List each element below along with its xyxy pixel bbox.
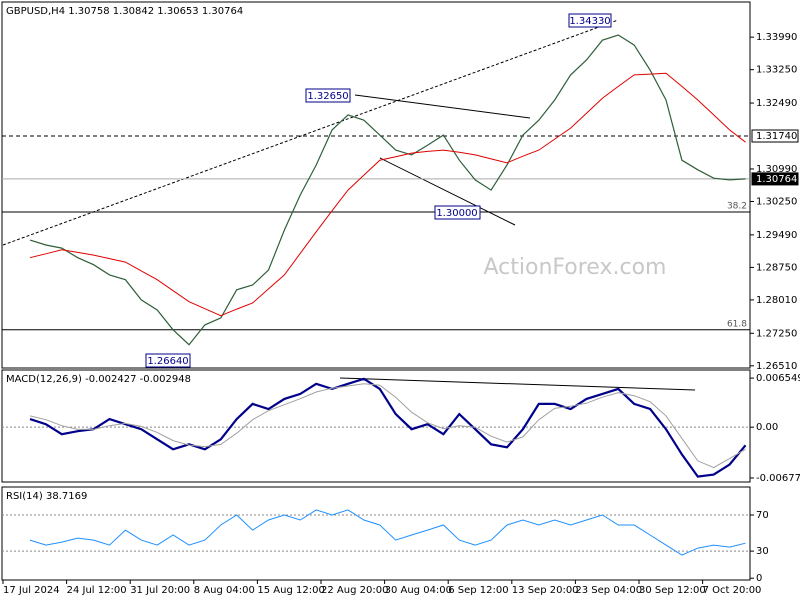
trend-line <box>379 157 516 226</box>
series-line <box>29 72 746 317</box>
panel-title: GBPUSD,H4 1.30758 1.30842 1.30653 1.3076… <box>6 6 243 17</box>
x-tick-label: 22 Aug 20:00 <box>321 585 388 596</box>
watermark: ActionForex.com <box>484 255 667 280</box>
annotation-box <box>568 13 612 28</box>
y-tick-label: 30 <box>756 546 769 557</box>
trend-line <box>354 94 531 119</box>
annotation: 1.34330 <box>569 16 610 27</box>
y-tick-label: 1.28010 <box>756 295 797 306</box>
x-tick-label: 31 Jul 20:00 <box>130 585 190 596</box>
y-tick-label: 1.30990 <box>756 164 797 175</box>
y-tick-label: 1.27250 <box>756 328 797 339</box>
y-tick-label: 1.30250 <box>756 196 797 207</box>
x-tick-label: 13 Sep 20:00 <box>512 585 579 596</box>
series-line <box>29 34 746 346</box>
panel-frame <box>1 486 751 581</box>
series-line <box>29 377 747 478</box>
level-label: 38.2 <box>727 202 747 212</box>
y-tick-label: 1.33250 <box>756 65 797 76</box>
trend-line <box>2 19 619 246</box>
x-tick-label: 17 Jul 2024 <box>3 585 60 596</box>
annotation: 1.30000 <box>436 208 477 219</box>
y-tick-label: 1.28750 <box>756 262 797 273</box>
y-tick-label: 0.006549 <box>756 373 800 384</box>
y-tick-label: -0.006778 <box>756 473 800 484</box>
x-tick-label: 30 Aug 04:00 <box>385 585 452 596</box>
x-tick-label: 23 Sep 04:00 <box>575 585 642 596</box>
panel-title: MACD(12,26,9) -0.002427 -0.002948 <box>6 374 191 385</box>
y-tick-label: 1.33990 <box>756 32 797 43</box>
y-tick-label: 0.00 <box>756 422 778 433</box>
annotation-box <box>305 88 351 103</box>
level-label: 61.8 <box>727 319 747 329</box>
trend-line <box>339 377 696 391</box>
level-tag <box>751 172 799 186</box>
x-tick-label: 7 Oct 20:00 <box>703 585 762 596</box>
panel-title: RSI(14) 38.7169 <box>6 491 87 502</box>
series-line <box>29 509 746 556</box>
x-tick-label: 15 Aug 12:00 <box>257 585 324 596</box>
y-tick-label: 1.29490 <box>756 230 797 241</box>
panel-frame <box>1 369 751 483</box>
x-tick-label: 24 Jul 12:00 <box>67 585 127 596</box>
y-tick-label: 1.26510 <box>756 361 797 372</box>
y-tick-label: 70 <box>756 510 769 521</box>
x-tick-label: 8 Aug 04:00 <box>194 585 255 596</box>
y-tick-label: 0 <box>756 573 762 584</box>
y-tick-label: 1.32490 <box>756 98 797 109</box>
panel-frame <box>1 1 751 369</box>
level-tag-label: 1.31740 <box>756 131 797 142</box>
annotation: 1.26640 <box>147 356 188 367</box>
annotations: 1.34330 1.32650 1.30000 1.26640 <box>145 13 612 368</box>
annotation-box <box>434 205 481 220</box>
x-tick-label: 30 Sep 12:00 <box>639 585 706 596</box>
annotation-box <box>145 353 191 368</box>
annotation: 1.32650 <box>307 91 348 102</box>
level-tag-label: 1.30764 <box>756 174 797 185</box>
level-tag <box>751 129 799 143</box>
x-tick-label: 6 Sep 12:00 <box>448 585 508 596</box>
series-line <box>29 383 746 469</box>
